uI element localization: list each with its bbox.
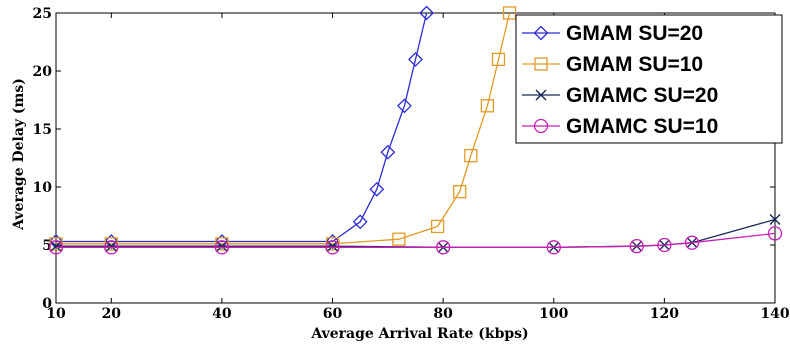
- x-tick-label: 120: [650, 306, 679, 322]
- data-point: [104, 240, 119, 255]
- data-point: [50, 240, 62, 252]
- data-point: [214, 234, 230, 249]
- x-marker-stroke: [105, 240, 117, 252]
- x-tick-label: 100: [539, 306, 568, 322]
- data-point: [325, 240, 340, 255]
- series-4: [48, 226, 783, 255]
- data-point: [419, 5, 434, 21]
- data-point: [480, 99, 495, 113]
- y-tick-label: 10: [33, 180, 53, 196]
- y-tick-label: 15: [33, 122, 52, 138]
- data-point: [629, 239, 644, 254]
- legend-marker: [535, 89, 547, 101]
- data-point: [105, 240, 117, 252]
- data-point: [325, 234, 340, 249]
- data-point: [491, 52, 506, 67]
- data-point: [216, 240, 228, 252]
- data-point: [464, 149, 478, 163]
- data-point: [657, 237, 672, 253]
- series-layer: [48, 5, 783, 255]
- data-point: [48, 240, 64, 255]
- legend: GMAM SU=20 GMAM SU=10 GMAMC SU=20 GMAMC SU=…: [515, 14, 783, 144]
- series-line: [56, 12, 428, 243]
- legend-label: GMAMC SU=20: [566, 84, 718, 107]
- legend-marker: [533, 118, 549, 134]
- data-point: [767, 226, 783, 241]
- x-marker-stroke: [216, 240, 228, 252]
- legend-label: GMAM SU=10: [566, 53, 703, 76]
- legend-marker: [533, 25, 549, 41]
- data-point: [380, 144, 396, 160]
- data-point: [684, 235, 700, 250]
- x-tick-label: 140: [760, 306, 789, 322]
- x-axis-label: Average Arrival Rate (kbps): [310, 326, 528, 342]
- y-axis-label: Average Delay (ms): [11, 78, 27, 231]
- y-tick-label: 20: [33, 64, 53, 80]
- legend-entry: GMAMC SU=20: [522, 84, 718, 107]
- data-point: [408, 51, 423, 67]
- y-tick-label: 0: [42, 296, 52, 312]
- x-marker-stroke: [535, 89, 547, 101]
- axes: 10 20 40 60 80 100 120 140 0 5 10 15 20 25: [33, 6, 790, 322]
- x-marker-stroke: [50, 240, 62, 252]
- legend-label: GMAM SU=20: [566, 22, 703, 45]
- y-tick-label: 5: [42, 238, 52, 254]
- x-tick-label: 60: [323, 306, 343, 322]
- data-point: [369, 181, 385, 197]
- legend-entry: GMAMC SU=10: [522, 115, 718, 138]
- data-point: [430, 219, 445, 234]
- data-point: [214, 240, 230, 255]
- legend-entry: GMAM SU=10: [522, 53, 703, 76]
- data-point: [327, 240, 339, 252]
- series-1: [48, 5, 434, 249]
- x-marker-stroke: [327, 240, 339, 252]
- data-point: [453, 184, 467, 199]
- data-point: [769, 213, 781, 225]
- data-point: [392, 232, 406, 246]
- data-point: [103, 234, 119, 249]
- series-line: [56, 232, 776, 248]
- x-tick-label: 20: [102, 306, 122, 322]
- legend-box: [515, 14, 783, 144]
- data-point: [48, 234, 64, 249]
- data-point: [546, 240, 561, 255]
- series-line: [56, 12, 511, 245]
- legend-entry: GMAM SU=20: [522, 22, 703, 45]
- y-tick-label: 25: [33, 6, 52, 22]
- x-tick-label: 10: [46, 306, 66, 322]
- data-point: [436, 240, 451, 255]
- data-point: [502, 6, 517, 20]
- x-tick-label: 40: [212, 306, 232, 322]
- x-tick-label: 80: [433, 306, 453, 322]
- x-marker-stroke: [769, 213, 781, 225]
- legend-marker: [534, 57, 548, 71]
- legend-label: GMAMC SU=10: [566, 115, 718, 138]
- data-point: [352, 214, 368, 230]
- data-point: [397, 98, 412, 114]
